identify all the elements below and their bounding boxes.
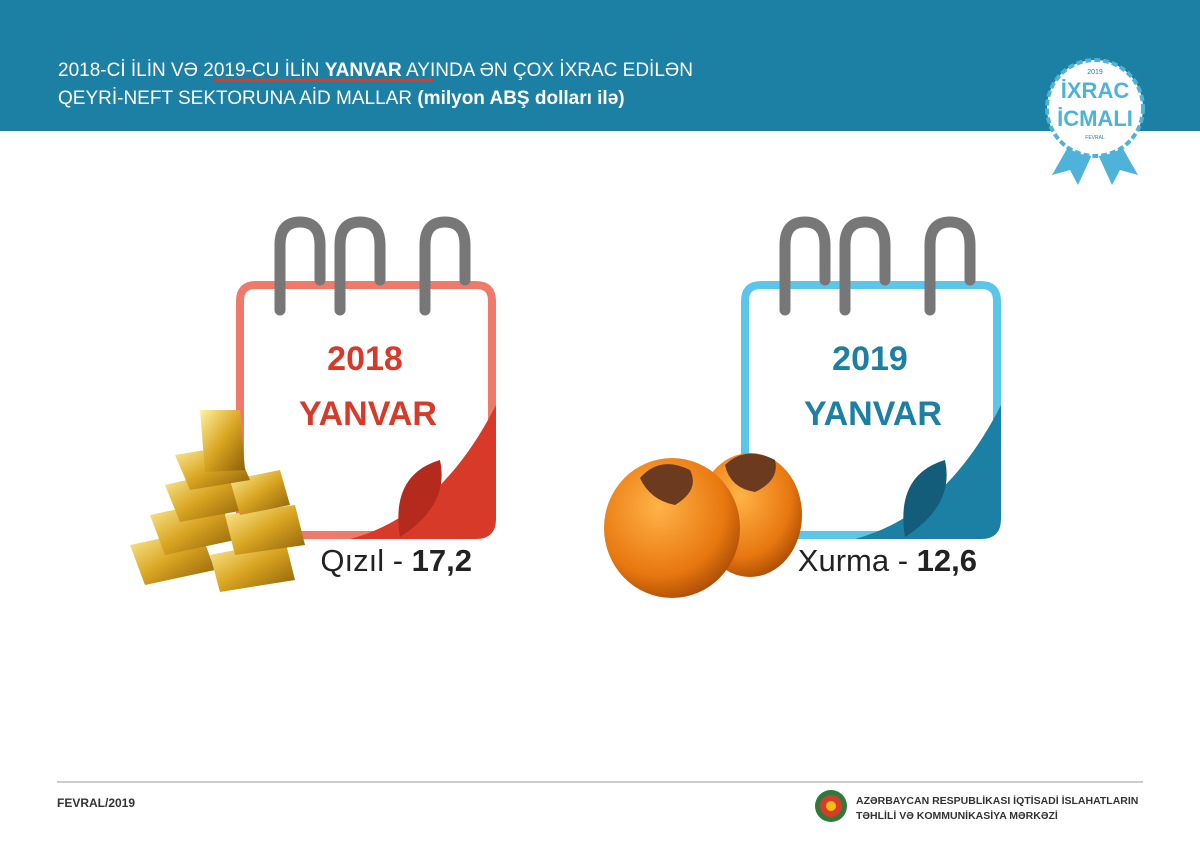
emblem [815,790,847,822]
separator: - [889,543,917,578]
product-name: Qızıl [320,543,384,578]
card-year: 2018 [327,340,403,378]
product-value: 17,2 [412,543,472,578]
title-part: AYINDA ƏN ÇOX İXRAC EDİLƏN [402,60,693,81]
card-caption: Qızıl - 17,2 [320,543,472,578]
calendar-ring [779,216,831,316]
separator: - [384,543,412,578]
badge-year: 2019 [1087,69,1103,76]
badge-text: İXRAC [1061,78,1130,103]
calendar-card: 2019 YANVAR Xurma - 12,6 [741,216,1001,578]
calendar-ring [334,216,386,316]
footer-org: TƏHLİLİ VƏ KOMMUNİKASİYA MƏRKƏZİ [856,809,1058,822]
page-curl-fold [398,460,442,537]
product-value: 12,6 [917,543,977,578]
badge-month: FEVRAL [1085,135,1105,141]
product-name: Xurma [798,543,890,578]
page-curl-fold [903,460,947,537]
persimmons [604,453,802,598]
header-subtitle: QEYRİ-NEFT SEKTORUNA AİD MALLAR (milyon … [58,88,625,109]
card-month: YANVAR [299,395,437,433]
calendar-ring [274,216,326,316]
header-band [0,0,1200,131]
calendar-ring [839,216,891,316]
card-month: YANVAR [804,395,942,433]
calendar-ring [419,216,471,316]
calendar-card: 2018 YANVAR Qızıl - 17,2 [236,216,496,578]
footer-org: AZƏRBAYCAN RESPUBLİKASI İQTİSADİ İSLAHAT… [856,794,1138,807]
footer-date: FEVRAL/2019 [57,796,135,810]
badge-text: İCMALI [1057,106,1133,131]
gold-bars [130,410,305,592]
card-caption: Xurma - 12,6 [798,543,977,578]
title-part: (milyon ABŞ dolları ilə) [417,88,624,109]
cards: 2018 YANVAR Qızıl - 17,2 2019 YANVAR Xurma - … [236,216,1001,578]
page-curl [350,405,496,539]
title-part: YANVAR [325,60,402,81]
title-part: 2018-Cİ İLİN VƏ [58,60,203,81]
badge: 2019 İXRAC İCMALI FEVRAL [1045,58,1145,185]
title-part: QEYRİ-NEFT SEKTORUNA AİD MALLAR [58,88,417,109]
card-year: 2019 [832,340,908,378]
header-title: 2018-Cİ İLİN VƏ 2019-CU İLİN YANVAR AYIN… [58,60,693,81]
title-part: 2019-CU İLİN [203,60,319,81]
page-curl [855,405,1001,539]
calendar-ring [924,216,976,316]
